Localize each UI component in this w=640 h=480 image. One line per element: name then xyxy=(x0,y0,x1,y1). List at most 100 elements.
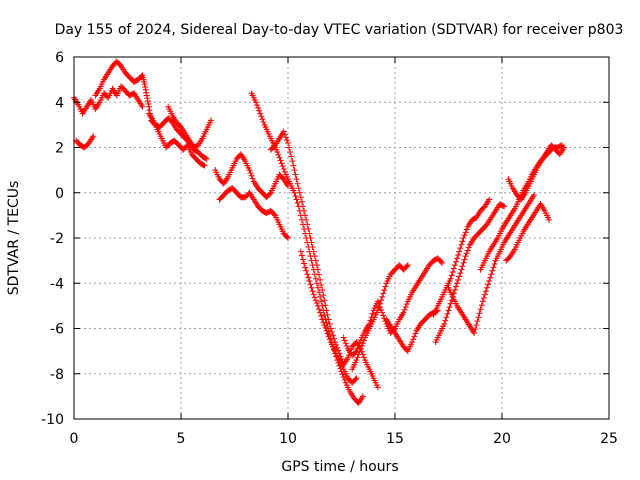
data-point xyxy=(329,332,336,339)
data-point xyxy=(293,176,300,183)
data-point xyxy=(274,149,281,156)
y-tick-label: 4 xyxy=(55,95,64,111)
data-point xyxy=(446,304,453,311)
data-point xyxy=(316,271,323,278)
data-point xyxy=(444,310,451,317)
data-point xyxy=(307,281,314,288)
x-tick-labels: 0 5 10 15 20 25 xyxy=(70,431,618,447)
data-point xyxy=(326,320,333,327)
data-point xyxy=(480,294,487,301)
data-point xyxy=(145,103,152,110)
data-point xyxy=(381,287,388,294)
data-point xyxy=(360,337,367,344)
data-point xyxy=(360,354,367,361)
series-6 xyxy=(212,151,291,201)
data-point xyxy=(465,244,472,251)
series-3 xyxy=(92,58,210,162)
data-point xyxy=(291,189,298,196)
data-point xyxy=(487,274,494,281)
series-17 xyxy=(477,142,565,273)
data-point xyxy=(353,348,360,355)
series-19 xyxy=(505,142,568,203)
data-point xyxy=(323,327,330,334)
data-point xyxy=(293,196,300,203)
data-point xyxy=(318,298,325,305)
data-point xyxy=(473,322,480,329)
data-point xyxy=(306,230,313,237)
data-point xyxy=(278,160,285,167)
data-point xyxy=(334,344,341,351)
data-point xyxy=(201,162,208,169)
data-point xyxy=(375,304,382,311)
series-16 xyxy=(430,196,493,318)
data-point xyxy=(458,266,465,273)
data-point xyxy=(450,265,457,272)
data-point xyxy=(275,151,282,158)
data-point xyxy=(271,211,278,218)
data-point xyxy=(402,304,409,311)
data-point xyxy=(344,354,351,361)
data-point xyxy=(144,95,151,102)
data-point xyxy=(353,375,360,382)
data-point xyxy=(302,264,309,271)
data-point xyxy=(260,119,267,126)
data-point xyxy=(448,272,455,279)
y-tick-label: -6 xyxy=(50,322,64,338)
data-point xyxy=(456,248,463,255)
data-point xyxy=(438,258,445,265)
data-point xyxy=(357,345,364,352)
data-point xyxy=(324,330,331,337)
data-point xyxy=(481,291,488,298)
data-point xyxy=(455,276,462,283)
data-point xyxy=(377,300,384,307)
data-point xyxy=(400,309,407,316)
y-tick-label: 6 xyxy=(55,50,64,66)
x-tick-label: 5 xyxy=(177,431,186,447)
data-point xyxy=(308,284,315,291)
chart-title: Day 155 of 2024, Sidereal Day-to-day VTE… xyxy=(55,22,624,38)
data-point xyxy=(291,167,298,174)
data-point xyxy=(486,196,493,203)
data-point xyxy=(144,98,151,105)
data-point xyxy=(305,225,312,232)
data-point xyxy=(460,235,467,241)
data-point xyxy=(298,198,305,205)
data-point xyxy=(303,216,310,223)
data-point xyxy=(452,283,459,290)
data-point xyxy=(298,252,305,259)
data-point xyxy=(462,253,469,260)
data-point xyxy=(322,315,329,322)
data-point xyxy=(443,314,450,321)
data-point xyxy=(311,253,318,260)
data-point xyxy=(283,233,290,240)
data-point xyxy=(276,154,283,161)
data-point xyxy=(200,162,207,169)
data-point xyxy=(302,212,309,219)
data-point xyxy=(255,104,262,111)
data-point xyxy=(207,117,214,124)
data-point xyxy=(479,298,486,305)
data-point xyxy=(477,306,484,313)
data-point xyxy=(295,185,302,192)
data-point xyxy=(439,259,446,266)
data-point xyxy=(325,316,332,323)
data-point xyxy=(355,351,362,358)
data-point xyxy=(320,319,327,326)
data-point xyxy=(328,328,335,335)
data-point xyxy=(463,226,470,233)
data-point xyxy=(319,287,326,294)
data-point xyxy=(299,256,306,263)
data-point xyxy=(403,301,410,308)
data-point xyxy=(318,313,325,320)
data-point xyxy=(143,92,150,99)
data-point xyxy=(341,337,348,344)
data-point xyxy=(292,193,299,200)
x-tick-label: 0 xyxy=(70,431,79,447)
data-point xyxy=(459,238,466,245)
data-point xyxy=(258,113,265,120)
data-point xyxy=(256,107,263,114)
data-point xyxy=(456,273,463,280)
data-point xyxy=(321,322,328,329)
data-point xyxy=(90,133,97,140)
data-point xyxy=(280,165,287,172)
